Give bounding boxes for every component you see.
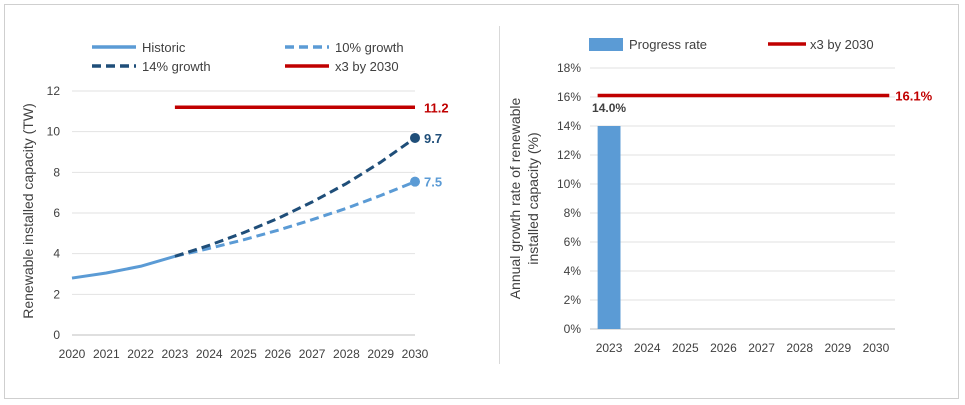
x-tick-label: 2027 — [748, 341, 775, 355]
data-label-10-growth: 7.5 — [424, 175, 442, 190]
x-tick-label: 2025 — [230, 347, 257, 361]
figure-frame — [4, 4, 959, 399]
bar-data-label: 14.0% — [592, 101, 626, 115]
x-tick-label: 2025 — [672, 341, 699, 355]
y-tick-label: 16% — [557, 90, 581, 104]
y-tick-label: 10% — [557, 177, 581, 191]
y-tick-label: 8 — [53, 165, 60, 179]
y-tick-label: 0 — [53, 328, 60, 342]
data-label-x3-by-2030: 11.2 — [424, 100, 449, 115]
x-tick-label: 2030 — [863, 341, 890, 355]
x-tick-label: 2027 — [299, 347, 326, 361]
x-tick-label: 2022 — [127, 347, 154, 361]
y-axis-label-line: installed capacity (%) — [525, 132, 541, 264]
legend-swatch-progress-rate — [589, 38, 623, 51]
x-tick-label: 2026 — [710, 341, 737, 355]
x-tick-label: 2021 — [93, 347, 120, 361]
legend-label-14-growth: 14% growth — [142, 59, 211, 74]
legend-label-progress-rate: Progress rate — [629, 37, 707, 52]
y-tick-label: 14% — [557, 119, 581, 133]
y-tick-label: 6 — [53, 206, 60, 220]
y-tick-label: 0% — [564, 322, 582, 336]
y-tick-label: 6% — [564, 235, 582, 249]
legend-label-10-growth: 10% growth — [335, 40, 404, 55]
capacity-line-chart: 0 2 4 6 8 10 12 2020 2021 2022 2023 2024 2025 2026 202… — [20, 40, 449, 361]
bar-2023 — [597, 126, 621, 329]
y-tick-label: 2 — [53, 287, 60, 301]
y-tick-label: 12 — [47, 84, 61, 98]
legend-label-x3-by-2030: x3 by 2030 — [335, 59, 399, 74]
x-tick-label: 2028 — [333, 347, 360, 361]
x-tick-label: 2024 — [634, 341, 661, 355]
y-axis-label-line: Annual growth rate of renewable — [507, 98, 523, 300]
y-axis-label: Annual growth rate of renewable installed… — [507, 98, 541, 300]
x-tick-label: 2029 — [824, 341, 851, 355]
x-tick-label: 2026 — [264, 347, 291, 361]
panel-divider — [499, 26, 500, 364]
legend-label-historic: Historic — [142, 40, 186, 55]
y-tick-label: 2% — [564, 293, 582, 307]
y-axis-label: Renewable installed capacity (TW) — [20, 103, 36, 319]
y-tick-label: 4 — [53, 247, 60, 261]
y-tick-label: 4% — [564, 264, 582, 278]
series-end-marker-10-growth — [410, 176, 420, 187]
data-label-14-growth: 9.7 — [424, 131, 442, 146]
x-tick-label: 2030 — [402, 347, 429, 361]
series-end-marker-14-growth — [410, 132, 420, 143]
y-tick-label: 8% — [564, 206, 582, 220]
x-tick-label: 2029 — [367, 347, 394, 361]
target-data-label: 16.1% — [895, 89, 932, 104]
x-tick-label: 2023 — [596, 341, 623, 355]
y-tick-label: 12% — [557, 148, 581, 162]
legend-label-x3-by-2030: x3 by 2030 — [810, 37, 874, 52]
x-tick-label: 2023 — [162, 347, 189, 361]
series-line-historic — [71, 254, 176, 280]
y-tick-label: 18% — [557, 61, 581, 75]
series-line-14-growth — [174, 136, 416, 258]
x-tick-label: 2020 — [59, 347, 86, 361]
x-tick-label: 2028 — [786, 341, 813, 355]
x-tick-label: 2024 — [196, 347, 223, 361]
y-tick-label: 10 — [47, 125, 61, 139]
